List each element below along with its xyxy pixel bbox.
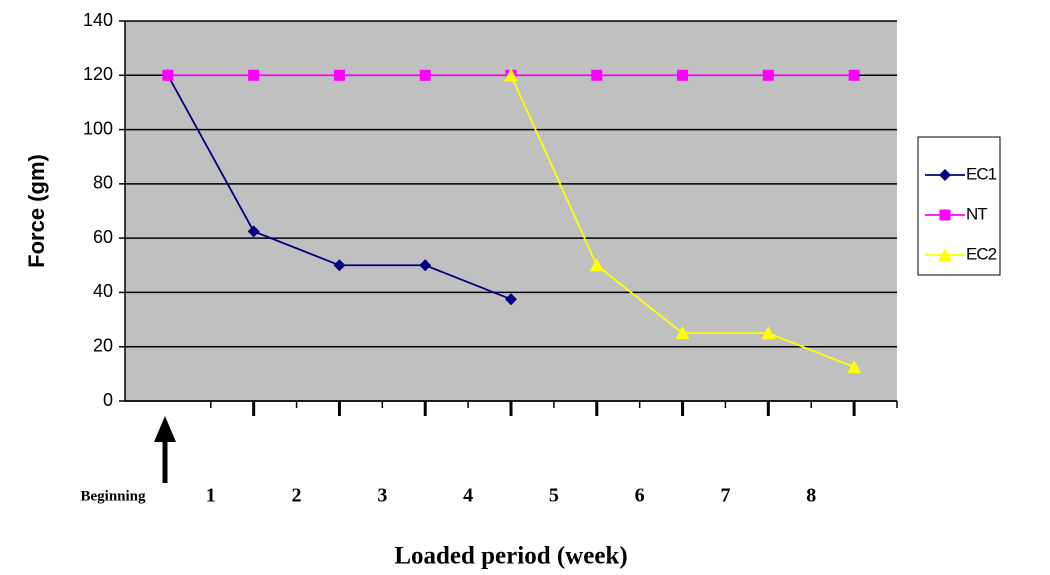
y-tick-label: 20	[93, 335, 113, 355]
y-tick-label: 80	[93, 173, 113, 193]
y-axis-title: Force (gm)	[24, 154, 49, 268]
legend-label: EC2	[966, 244, 997, 263]
x-tick-label: 1	[206, 485, 216, 507]
marker	[677, 70, 688, 81]
x-tick-label: 8	[806, 485, 816, 507]
marker	[591, 70, 602, 81]
y-tick-label: 40	[93, 281, 113, 301]
x-tick-label: 4	[463, 485, 473, 507]
x-tick-label: 2	[292, 485, 302, 507]
x-tick-label: 7	[720, 485, 730, 507]
marker	[849, 70, 860, 81]
marker	[420, 70, 431, 81]
arrow	[154, 416, 176, 483]
chart: Force (gm) Loaded period (week) 0 20 40 60 8…	[0, 0, 1050, 575]
y-tick-label: 0	[103, 390, 113, 410]
legend-label: EC1	[966, 164, 997, 183]
marker	[162, 70, 173, 81]
marker	[763, 70, 774, 81]
y-tick-label: 120	[83, 64, 113, 84]
y-tick-label: 100	[83, 118, 113, 138]
marker	[248, 70, 259, 81]
x-tick-label: 3	[377, 485, 387, 507]
marker	[334, 70, 345, 81]
y-tick-label: 60	[93, 227, 113, 247]
y-tick-label: 140	[83, 10, 113, 30]
x-tick-label: 6	[635, 485, 645, 507]
legend-label: NT	[966, 204, 987, 223]
x-tick-label: Beginning	[80, 488, 146, 504]
legend-marker	[940, 210, 951, 221]
x-tick-label: 5	[549, 485, 559, 507]
x-axis-title: Loaded period (week)	[394, 543, 627, 570]
